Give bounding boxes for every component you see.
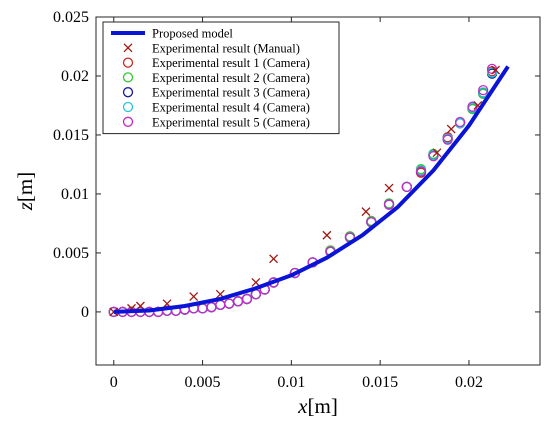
y-axis-label: z[m] bbox=[13, 172, 37, 212]
data-point bbox=[454, 116, 466, 128]
axis-ticks: 0 0.005 0.01 0.015 0.02 0 0.005 0.01 0.015 0.02 0.… bbox=[53, 9, 540, 391]
legend-item: Experimental result 1 (Camera) bbox=[122, 56, 310, 70]
data-point bbox=[401, 181, 412, 193]
x-tick-label: 0.005 bbox=[185, 374, 221, 391]
legend-swatch bbox=[122, 72, 134, 83]
data-point bbox=[415, 166, 427, 177]
data-point bbox=[135, 301, 145, 311]
data-point-stroke bbox=[215, 289, 225, 299]
x-axis-variable: x bbox=[297, 394, 308, 418]
y-tick-label: 0.015 bbox=[53, 127, 89, 144]
legend-label: Experimental result (Manual) bbox=[152, 41, 300, 55]
y-tick-label: 0 bbox=[81, 304, 89, 321]
data-point bbox=[442, 134, 453, 145]
data-point-stroke bbox=[269, 254, 279, 264]
legend-box bbox=[102, 21, 340, 135]
data-point bbox=[428, 151, 439, 162]
y-tick-label: 0.02 bbox=[61, 68, 89, 85]
legend-label: Experimental result 3 (Camera) bbox=[152, 86, 310, 100]
legend-swatch bbox=[123, 43, 133, 53]
legend-swatch bbox=[122, 87, 134, 98]
data-point bbox=[478, 84, 489, 96]
data-point-stroke bbox=[322, 230, 332, 240]
data-point-stroke bbox=[473, 101, 483, 110]
legend-label: Experimental result 5 (Camera) bbox=[152, 115, 310, 129]
x-tick-label: 0.02 bbox=[455, 374, 483, 391]
data-point bbox=[446, 124, 456, 134]
y-tick-label: 0.025 bbox=[53, 9, 89, 26]
series-line-proposed-model bbox=[113, 65, 510, 314]
legend-swatch bbox=[122, 116, 134, 127]
data-point-stroke bbox=[384, 183, 394, 193]
data-point-stroke bbox=[162, 299, 172, 309]
x-tick-label: 0.01 bbox=[277, 374, 305, 391]
data-point bbox=[241, 293, 253, 305]
legend-item: Experimental result 2 (Camera) bbox=[122, 71, 310, 85]
data-point bbox=[109, 307, 119, 317]
y-tick-label: 0.01 bbox=[61, 186, 89, 203]
data-point bbox=[189, 292, 199, 302]
legend-item: Experimental result 5 (Camera) bbox=[122, 115, 310, 129]
legend-label: Experimental result 4 (Camera) bbox=[152, 101, 310, 115]
data-point-stroke bbox=[109, 307, 119, 317]
y-axis-unit: [m] bbox=[13, 172, 37, 202]
data-point bbox=[432, 148, 442, 158]
data-point-stroke bbox=[361, 207, 371, 217]
data-point-stroke bbox=[491, 65, 501, 75]
legend-item: Experimental result (Manual) bbox=[123, 41, 300, 55]
data-point bbox=[491, 65, 501, 75]
data-point-stroke bbox=[251, 277, 261, 287]
legend-item: Proposed model bbox=[111, 27, 233, 41]
chart-marks bbox=[108, 63, 510, 318]
data-point bbox=[383, 199, 395, 210]
legend-item: Experimental result 3 (Camera) bbox=[122, 86, 310, 100]
data-point bbox=[486, 67, 498, 78]
data-point bbox=[269, 254, 279, 264]
data-point bbox=[322, 230, 332, 240]
x-axis-unit: [m] bbox=[308, 394, 338, 418]
data-point-stroke bbox=[432, 148, 442, 158]
data-point bbox=[384, 183, 394, 193]
data-point-stroke bbox=[135, 301, 145, 311]
legend-swatch bbox=[122, 101, 134, 113]
x-tick-label: 0.015 bbox=[362, 374, 398, 391]
data-point-stroke bbox=[189, 292, 199, 302]
legend-label: Experimental result 1 (Camera) bbox=[152, 56, 310, 70]
legend-swatch bbox=[122, 57, 134, 68]
y-tick-label: 0.005 bbox=[53, 245, 89, 262]
data-point-stroke bbox=[446, 124, 456, 134]
legend-item: Experimental result 4 (Camera) bbox=[122, 101, 310, 115]
legend-label: Proposed model bbox=[152, 27, 233, 41]
legend-label: Experimental result 2 (Camera) bbox=[152, 71, 310, 85]
y-axis-variable: z bbox=[13, 202, 37, 211]
x-tick-label: 0 bbox=[110, 374, 118, 391]
data-point bbox=[361, 207, 371, 217]
x-axis-label: x[m] bbox=[297, 394, 338, 418]
legend-swatch-stroke bbox=[123, 43, 133, 53]
data-point bbox=[251, 277, 261, 287]
